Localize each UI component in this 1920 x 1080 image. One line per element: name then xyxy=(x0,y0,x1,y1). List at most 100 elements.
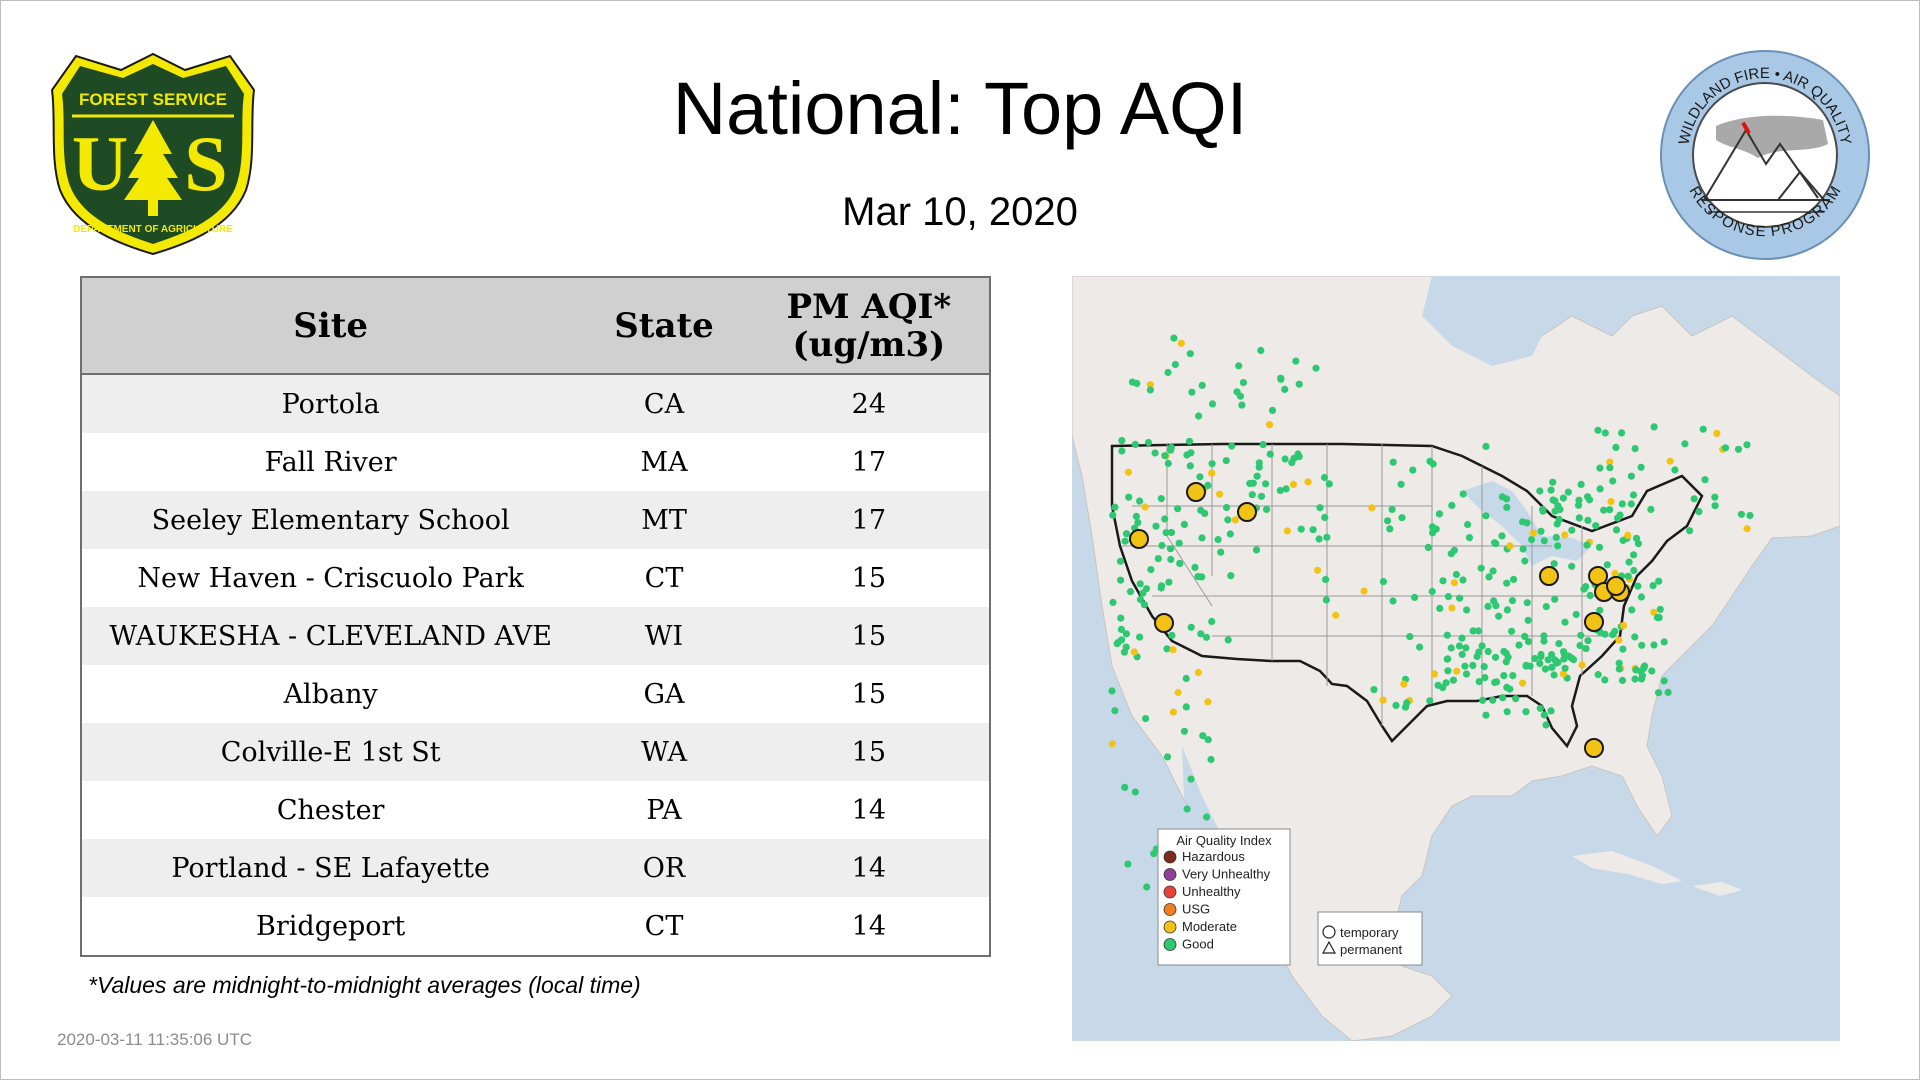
monitor-marker xyxy=(1656,605,1664,613)
monitor-marker xyxy=(1616,511,1624,519)
monitor-marker xyxy=(1416,643,1424,651)
monitor-marker xyxy=(1143,883,1151,891)
monitor-marker xyxy=(1601,429,1609,437)
cell-state: WA xyxy=(579,723,749,781)
monitor-marker xyxy=(1430,670,1438,678)
monitor-marker xyxy=(1631,633,1639,641)
monitor-marker xyxy=(1108,687,1116,695)
monitor-marker xyxy=(1109,511,1117,519)
monitor-marker xyxy=(1177,339,1185,347)
monitor-marker xyxy=(1690,495,1698,503)
monitor-marker xyxy=(1131,440,1139,448)
cell-state: CT xyxy=(579,549,749,607)
monitor-marker xyxy=(1252,546,1261,554)
monitor-marker xyxy=(1295,380,1303,388)
monitor-marker xyxy=(1551,656,1559,664)
monitor-marker xyxy=(1321,513,1329,522)
monitor-marker xyxy=(1411,593,1419,601)
monitor-marker xyxy=(1536,704,1544,712)
monitor-marker xyxy=(1585,496,1594,504)
monitor-marker xyxy=(1163,753,1172,761)
monitor-marker xyxy=(1266,450,1274,458)
cell-site: Colville-E 1st St xyxy=(81,723,580,781)
monitor-marker xyxy=(1167,446,1175,454)
cell-site: Seeley Elementary School xyxy=(81,491,580,549)
monitor-marker xyxy=(1162,529,1170,537)
monitor-marker xyxy=(1612,526,1621,534)
monitor-marker xyxy=(1171,360,1179,369)
monitor-marker xyxy=(1458,634,1466,642)
header-aqi-line1: PM AQI* xyxy=(786,286,952,327)
monitor-marker xyxy=(1561,531,1569,539)
legend-swatch xyxy=(1163,850,1177,864)
monitor-marker xyxy=(1615,636,1623,644)
monitor-marker xyxy=(1462,670,1471,678)
monitor-marker xyxy=(1480,663,1488,671)
fs-top-text: FOREST SERVICE xyxy=(79,90,227,109)
header-aqi: PM AQI* (ug/m3) xyxy=(748,277,990,375)
monitor-marker xyxy=(1544,656,1552,664)
monitor-marker xyxy=(1397,480,1405,488)
monitor-marker xyxy=(1309,526,1317,534)
table-footnote: *Values are midnight-to-midnight average… xyxy=(88,972,641,998)
monitor-marker xyxy=(1175,539,1183,547)
legend-swatch xyxy=(1163,920,1177,934)
monitor-marker xyxy=(1560,650,1568,658)
monitor-marker xyxy=(1746,511,1754,520)
monitor-marker xyxy=(1187,623,1195,631)
monitor-marker xyxy=(1323,533,1331,541)
monitor-marker xyxy=(1122,530,1131,538)
monitor-marker xyxy=(1554,502,1562,510)
monitor-marker xyxy=(1109,598,1117,606)
monitor-marker xyxy=(1151,449,1159,457)
monitor-marker xyxy=(1686,527,1694,535)
monitor-marker xyxy=(1586,591,1594,600)
monitor-marker xyxy=(1180,520,1188,528)
monitor-marker xyxy=(1174,505,1182,513)
monitor-marker xyxy=(1628,606,1636,614)
monitor-marker xyxy=(1461,662,1469,670)
monitor-marker xyxy=(1276,486,1284,495)
monitor-marker xyxy=(1559,494,1567,502)
wildland-fire-logo: WILDLAND FIRE • AIR QUALITY RESPONSE PRO… xyxy=(1658,48,1872,262)
monitor-marker xyxy=(1631,445,1639,453)
monitor-marker xyxy=(1168,631,1176,639)
monitor-marker xyxy=(1434,681,1442,689)
monitor-marker xyxy=(1650,641,1658,649)
monitor-marker xyxy=(1701,476,1709,484)
cell-site: WAUKESHA - CLEVELAND AVE xyxy=(81,607,580,665)
monitor-marker xyxy=(1108,740,1116,748)
monitor-marker xyxy=(1528,536,1536,544)
monitor-marker xyxy=(1536,487,1544,495)
monitor-marker xyxy=(1117,625,1125,633)
monitor-marker xyxy=(1634,582,1642,590)
cell-site: Albany xyxy=(81,665,580,723)
monitor-marker xyxy=(1263,505,1271,513)
monitor-marker xyxy=(1482,442,1490,450)
monitor-marker xyxy=(1224,516,1232,524)
monitor-marker xyxy=(1202,633,1211,641)
monitor-marker xyxy=(1235,362,1243,370)
monitor-marker xyxy=(1568,562,1576,570)
monitor-marker xyxy=(1141,503,1149,511)
monitor-marker xyxy=(1603,561,1611,569)
monitor-marker xyxy=(1453,667,1461,675)
monitor-marker xyxy=(1524,616,1532,624)
monitor-marker xyxy=(1624,572,1632,580)
header-state: State xyxy=(579,277,749,375)
cell-site: Bridgeport xyxy=(81,897,580,956)
monitor-marker xyxy=(1465,534,1474,542)
monitor-marker xyxy=(1540,537,1548,545)
monitor-marker xyxy=(1523,519,1531,527)
monitor-marker xyxy=(1379,696,1387,704)
table-row: Portland - SE Lafayette OR 14 xyxy=(81,839,990,897)
monitor-marker xyxy=(1163,645,1171,653)
monitor-marker xyxy=(1176,559,1184,567)
monitor-marker xyxy=(1124,468,1132,476)
monitor-marker xyxy=(1379,578,1387,586)
monitor-marker xyxy=(1122,630,1130,638)
monitor-marker xyxy=(1561,618,1569,626)
monitor-marker xyxy=(1469,661,1477,669)
monitor-marker xyxy=(1166,545,1175,553)
monitor-marker xyxy=(1629,491,1638,499)
